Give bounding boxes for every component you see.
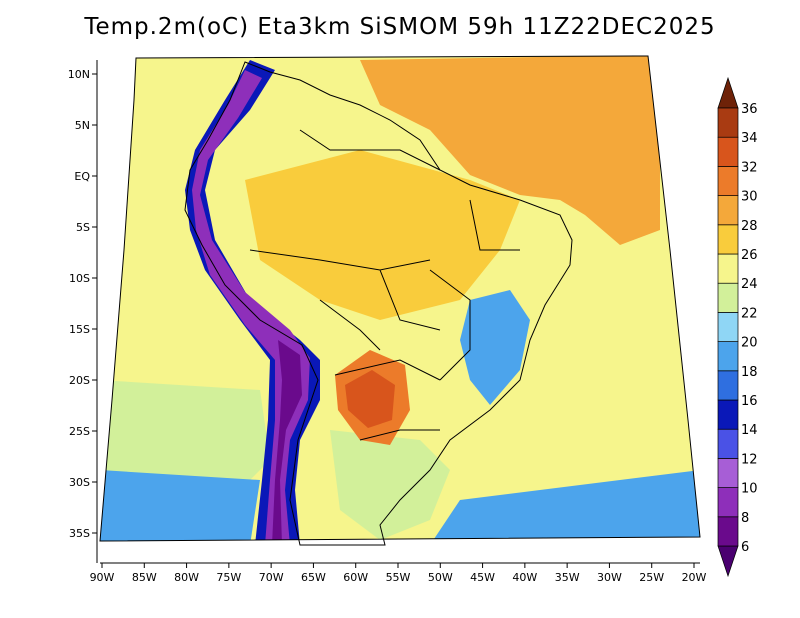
colorbar-label-16: 16	[741, 394, 758, 409]
colorbar-label-20: 20	[741, 336, 758, 351]
colorbar-label-34: 34	[741, 131, 758, 146]
colorbar-label-18: 18	[741, 365, 758, 380]
colorbar-bin-26-28	[717, 224, 739, 255]
lon-label-20W: 20W	[682, 571, 707, 584]
lon-label-30W: 30W	[597, 571, 622, 584]
colorbar-bin-20-22	[717, 312, 739, 342]
colorbar-label-8: 8	[741, 511, 749, 526]
colorbar-label-28: 28	[741, 219, 758, 234]
lat-label-5S: 5S	[76, 221, 90, 234]
colorbar-bin-6-8	[717, 516, 739, 547]
colorbar-arrow-low	[717, 545, 739, 578]
amazon-basin-region	[245, 150, 520, 320]
colorbar-label-24: 24	[741, 277, 758, 292]
colorbar-bin-32-34	[717, 136, 739, 167]
lat-label-10S: 10S	[69, 272, 90, 285]
chaco-core-region	[345, 370, 395, 428]
colorbar-label-10: 10	[741, 482, 758, 497]
colorbar-bin-24-26	[717, 253, 739, 284]
lon-label-80W: 80W	[174, 571, 199, 584]
lat-label-35S: 35S	[69, 527, 90, 540]
lat-label-25S: 25S	[69, 425, 90, 438]
colorbar-label-36: 36	[741, 102, 758, 117]
colorbar-bin-8-10	[717, 487, 739, 518]
colorbar-bin-34-36	[717, 107, 739, 138]
lat-label-10N: 10N	[68, 68, 90, 81]
andes-coldest-region	[272, 340, 302, 541]
colorbar-label-6: 6	[741, 540, 749, 555]
coastlines-borders	[184, 61, 573, 546]
colorbar-bin-16-18	[717, 370, 739, 401]
lon-label-85W: 85W	[132, 571, 157, 584]
brazil-highlands-region	[460, 290, 530, 405]
lon-label-35W: 35W	[555, 571, 580, 584]
pacific-equatorial-region	[100, 230, 220, 360]
pacific-south-region	[100, 380, 270, 490]
map-frame	[99, 55, 701, 542]
colorbar-bin-18-20	[717, 341, 739, 372]
lon-label-50W: 50W	[428, 571, 453, 584]
lon-label-90W: 90W	[90, 571, 115, 584]
colorbar-bin-10-12	[717, 458, 739, 488]
south-brazil-region	[330, 430, 450, 540]
colorbar-label-22: 22	[741, 306, 758, 321]
lat-label-EQ: EQ	[74, 170, 90, 183]
colorbar-label-30: 30	[741, 190, 758, 205]
colorbar-arrow-high	[717, 76, 739, 109]
colorbar-bin-28-30	[717, 195, 739, 226]
colorbar-bin-22-24	[717, 282, 739, 313]
southern-ocean-region	[100, 470, 700, 541]
colorbar: 36 34 32 30 28 26 24 22 20 18 16 14 12 10 8 6	[717, 76, 758, 578]
lat-label-30S: 30S	[69, 476, 90, 489]
lat-label-5N: 5N	[75, 119, 90, 132]
lon-label-75W: 75W	[216, 571, 241, 584]
colorbar-label-32: 32	[741, 160, 758, 175]
colorbar-bin-14-16	[717, 399, 739, 430]
lon-label-65W: 65W	[301, 571, 326, 584]
colorbar-label-26: 26	[741, 248, 758, 263]
lon-label-40W: 40W	[512, 571, 537, 584]
lat-label-15S: 15S	[69, 323, 90, 336]
colorbar-label-14: 14	[741, 423, 758, 438]
atlantic-warm-region	[360, 56, 660, 245]
colorbar-bin-12-14	[717, 428, 739, 459]
lon-label-55W: 55W	[386, 571, 411, 584]
lon-label-60W: 60W	[343, 571, 368, 584]
colorbar-label-12: 12	[741, 452, 758, 467]
lat-label-20S: 20S	[69, 374, 90, 387]
map-title: Temp.2m(oC) Eta3km SiSMOM 59h 11Z22DEC20…	[84, 14, 716, 40]
temperature-field	[100, 56, 700, 541]
colorbar-bin-30-32	[717, 166, 739, 196]
lon-label-70W: 70W	[259, 571, 284, 584]
south-america-coastline	[184, 61, 573, 546]
lon-label-25W: 25W	[639, 571, 664, 584]
lon-label-45W: 45W	[470, 571, 495, 584]
country-borders	[249, 129, 520, 441]
